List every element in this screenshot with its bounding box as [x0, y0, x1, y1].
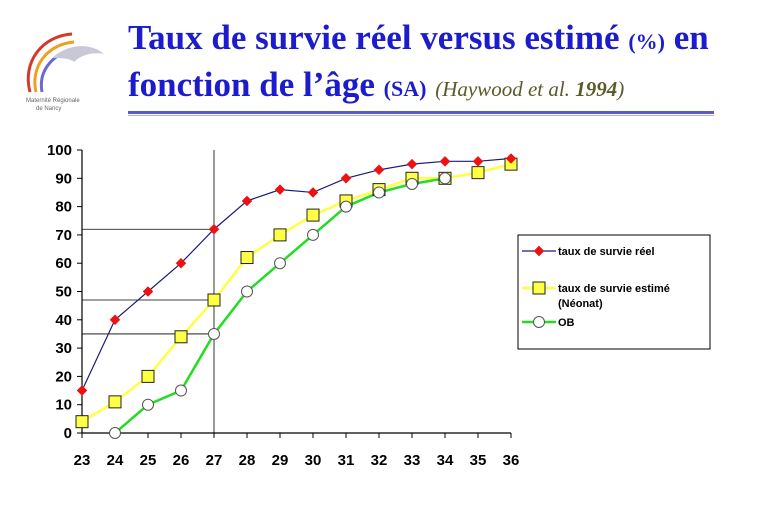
data-point-series-1 [273, 228, 287, 242]
citation: (Haywood et al. 1994) [435, 77, 624, 101]
legend-label-0: taux de survie réel [558, 246, 655, 258]
y-tick-label: 20 [55, 368, 72, 385]
title-text-end: en [664, 18, 709, 57]
y-tick-label: 70 [55, 227, 72, 244]
title-line-1: Taux de survie réel versus estimé (%) en [128, 16, 758, 63]
x-tick-label: 23 [74, 452, 91, 469]
data-point-series-1 [75, 415, 89, 429]
maternite-logo: Maternité Régionale de Nancy [26, 32, 104, 112]
data-point-series-1 [207, 293, 221, 307]
y-tick-label: 100 [47, 142, 72, 159]
data-point-series-2 [142, 398, 154, 411]
data-point-series-2 [439, 172, 451, 185]
data-point-series-2 [109, 427, 121, 439]
data-point-series-1 [240, 251, 254, 265]
x-tick-label: 28 [239, 452, 256, 469]
title-unit2: (SA) [383, 76, 427, 101]
x-tick-label: 32 [371, 452, 388, 469]
series-line-0 [81, 157, 512, 391]
series-line-2 [114, 177, 446, 434]
data-point-series-0 [439, 155, 451, 167]
y-tick-label: 10 [55, 397, 72, 414]
citation-authors: (Haywood et al. [435, 77, 576, 101]
x-tick-label: 34 [437, 452, 454, 469]
x-tick-label: 25 [140, 452, 157, 469]
x-tick-label: 35 [470, 452, 487, 469]
data-point-series-0 [505, 153, 517, 164]
x-tick-label: 30 [305, 452, 322, 469]
legend-marker-2 [533, 316, 545, 328]
logo-text-line1: Maternité Régionale [26, 98, 80, 104]
x-tick-label: 36 [503, 452, 520, 469]
data-point-series-1 [471, 166, 485, 180]
data-point-series-2 [208, 327, 220, 340]
data-point-series-0 [241, 195, 253, 207]
data-point-series-1 [141, 369, 155, 383]
data-point-series-2 [340, 200, 352, 213]
x-tick-label: 27 [206, 452, 223, 469]
data-point-series-0 [109, 314, 121, 326]
legend-label-1: taux de survie estimé [558, 283, 670, 295]
data-point-series-2 [307, 228, 319, 241]
x-tick-label: 24 [107, 452, 124, 469]
legend-marker-1 [532, 281, 546, 295]
title-text-line2: fonction de l’âge [128, 65, 384, 104]
data-point-series-0 [373, 164, 385, 176]
slide-title: Taux de survie réel versus estimé (%) en… [128, 16, 758, 111]
y-tick-label: 90 [55, 170, 72, 187]
data-point-series-1 [306, 208, 320, 222]
citation-year: 1994 [575, 77, 618, 101]
data-point-series-1 [108, 395, 122, 409]
title-underline-shadow [128, 115, 714, 116]
logo-arc-orange [33, 40, 75, 93]
data-point-series-2 [373, 186, 385, 199]
title-unit: (%) [628, 29, 665, 54]
legend-label-2: OB [558, 317, 575, 329]
title-text: Taux de survie réel versus estimé [128, 18, 629, 57]
data-point-series-2 [406, 177, 418, 190]
x-tick-label: 33 [404, 452, 421, 469]
data-point-series-0 [406, 158, 418, 170]
data-point-series-2 [241, 285, 253, 298]
y-tick-label: 0 [64, 425, 72, 442]
data-point-series-0 [76, 385, 88, 396]
legend-marker-0 [533, 245, 545, 257]
x-tick-label: 29 [272, 452, 289, 469]
data-point-series-0 [472, 155, 484, 167]
legend-label-1: (Néonat) [558, 298, 603, 310]
x-tick-label: 26 [173, 452, 190, 469]
y-tick-label: 80 [55, 199, 72, 216]
y-tick-label: 60 [55, 255, 72, 272]
y-tick-label: 50 [55, 284, 72, 301]
logo-arc-red [26, 32, 73, 93]
data-point-series-2 [175, 384, 187, 397]
title-line-2: fonction de l’âge (SA) (Haywood et al. 1… [128, 63, 758, 111]
logo-text-line2: de Nancy [36, 106, 61, 112]
citation-close: ) [617, 77, 625, 101]
data-point-series-0 [274, 184, 286, 195]
data-point-series-0 [208, 223, 220, 235]
title-underline [128, 111, 714, 114]
x-tick-label: 31 [338, 452, 355, 469]
data-point-series-2 [274, 257, 286, 270]
data-point-series-0 [175, 257, 187, 269]
y-tick-label: 30 [55, 340, 72, 357]
data-point-series-0 [340, 172, 352, 184]
y-tick-label: 40 [55, 312, 72, 329]
data-point-series-1 [174, 330, 188, 344]
legend-box [517, 234, 711, 350]
data-point-series-0 [307, 187, 319, 198]
logo-dolphin [52, 46, 104, 62]
data-point-series-0 [142, 286, 154, 297]
